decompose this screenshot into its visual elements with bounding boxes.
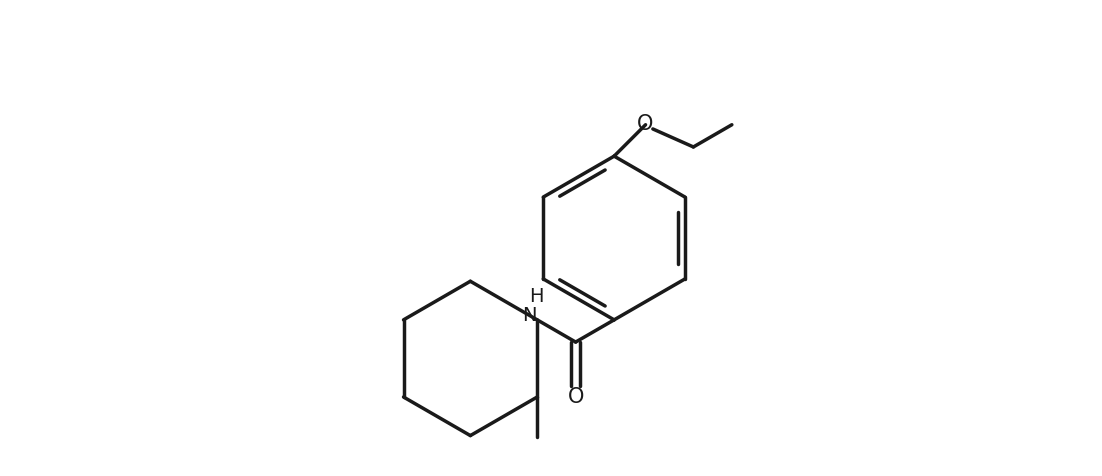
Text: O: O (637, 114, 653, 134)
Text: H: H (529, 287, 543, 306)
Text: O: O (568, 387, 584, 407)
Text: N: N (522, 306, 537, 325)
